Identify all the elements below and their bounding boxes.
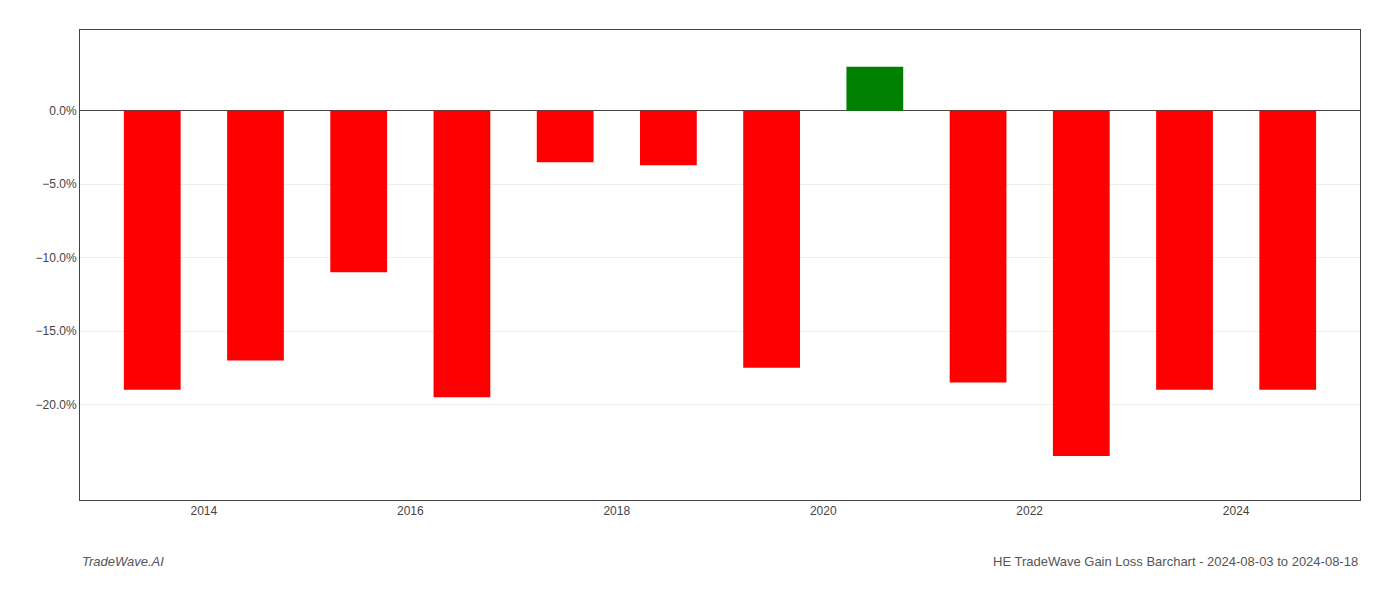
svg-text:2024: 2024 <box>1223 504 1250 518</box>
svg-text:2014: 2014 <box>191 504 218 518</box>
svg-text:−15.0%: −15.0% <box>36 324 77 338</box>
svg-text:2018: 2018 <box>603 504 630 518</box>
svg-text:HE TradeWave Gain Loss Barchar: HE TradeWave Gain Loss Barchart - 2024-0… <box>993 554 1358 569</box>
svg-text:2020: 2020 <box>810 504 837 518</box>
svg-text:0.0%: 0.0% <box>49 104 77 118</box>
svg-text:TradeWave.AI: TradeWave.AI <box>82 554 164 569</box>
svg-text:−5.0%: −5.0% <box>42 177 77 191</box>
svg-text:2016: 2016 <box>397 504 424 518</box>
svg-text:−20.0%: −20.0% <box>36 398 77 412</box>
svg-text:−10.0%: −10.0% <box>36 251 77 265</box>
svg-text:2022: 2022 <box>1016 504 1043 518</box>
